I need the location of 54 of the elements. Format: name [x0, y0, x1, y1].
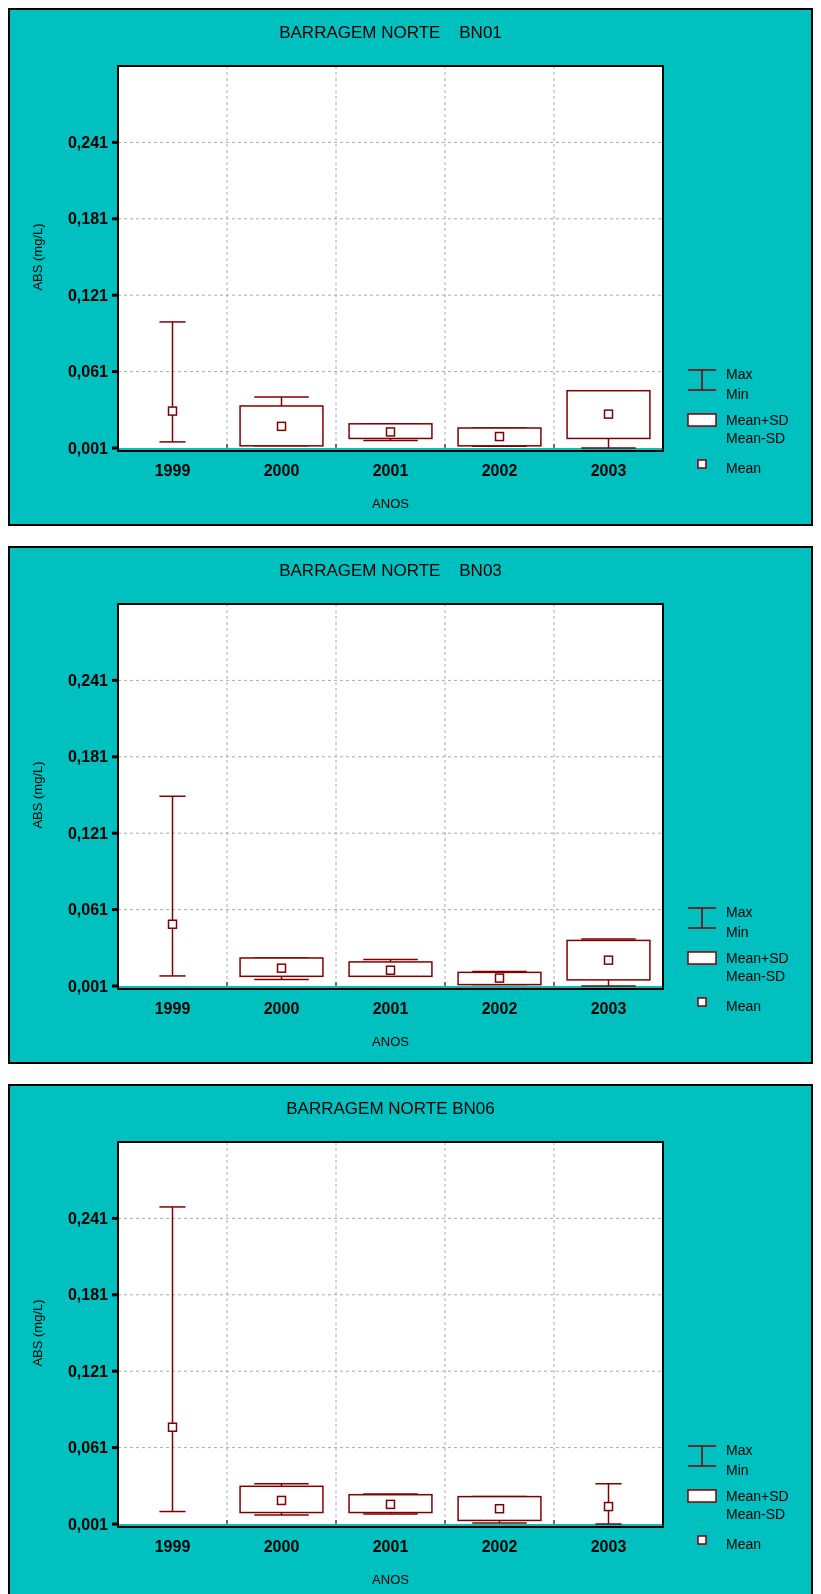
text: Mean-SD [726, 429, 786, 446]
x-tick-label: 2001 [372, 1538, 409, 1555]
x-tick-label: 2003 [590, 462, 627, 479]
x-tick-label: 2001 [372, 1000, 409, 1017]
y-axis-title: ABS (mg/L) [30, 1299, 45, 1367]
text: Mean+SD [726, 411, 789, 428]
y-tick-label: 0,241 [67, 1210, 109, 1227]
y-axis-title: ABS (mg/L) [30, 223, 45, 291]
y-tick-label: 0,181 [67, 210, 109, 228]
y-tick-label: 0,001 [67, 1515, 109, 1533]
text: Mean [726, 1535, 762, 1552]
y-tick-label: 0,001 [67, 439, 109, 457]
x-tick-label: 2000 [263, 1538, 300, 1555]
y-tick-label: 0,061 [67, 901, 109, 919]
text: Mean [726, 459, 762, 476]
y-axis-title: ABS (mg/L) [30, 761, 45, 829]
y-tick-label: 0,001 [67, 977, 109, 995]
x-tick-label: 2002 [481, 462, 518, 479]
x-tick-label: 2002 [481, 1000, 518, 1017]
x-axis-title: ANOS [372, 496, 410, 511]
y-tick-label: 0,181 [67, 1286, 109, 1304]
x-axis-title: ANOS [372, 1034, 410, 1049]
text: Mean+SD [726, 1487, 789, 1504]
x-tick-label: 1999 [154, 462, 191, 479]
x-tick-label: 2000 [263, 1000, 300, 1017]
text: Mean [726, 997, 762, 1014]
x-tick-label: 2001 [372, 462, 409, 479]
text: Max [726, 365, 753, 382]
text: Mean-SD [726, 967, 786, 984]
x-axis-title: ANOS [372, 1572, 410, 1587]
y-tick-label: 0,061 [67, 363, 109, 381]
text: Mean+SD [726, 949, 789, 966]
y-tick-label: 0,061 [67, 1439, 109, 1457]
x-tick-label: 1999 [154, 1000, 191, 1017]
y-tick-label: 0,181 [67, 748, 109, 766]
chart-title: BARRAGEM NORTE BN06 [286, 1099, 495, 1118]
text: Mean-SD [726, 1505, 786, 1522]
chart-title: BARRAGEM NORTE BN01 [279, 23, 502, 42]
y-tick-label: 0,241 [67, 672, 109, 689]
y-tick-label: 0,121 [67, 286, 109, 304]
x-tick-label: 2003 [590, 1538, 627, 1555]
chart-title: BARRAGEM NORTE BN03 [279, 561, 502, 580]
x-tick-label: 1999 [154, 1538, 191, 1555]
y-tick-label: 0,121 [67, 1362, 109, 1380]
text: Max [726, 903, 753, 920]
x-tick-label: 2000 [263, 462, 300, 479]
text: Max [726, 1441, 753, 1458]
x-tick-label: 2002 [481, 1538, 518, 1555]
y-tick-label: 0,241 [67, 134, 109, 151]
text: Min [726, 385, 749, 402]
x-tick-label: 2003 [590, 1000, 627, 1017]
text: Min [726, 923, 749, 940]
y-tick-label: 0,121 [67, 824, 109, 842]
text: Min [726, 1461, 749, 1478]
